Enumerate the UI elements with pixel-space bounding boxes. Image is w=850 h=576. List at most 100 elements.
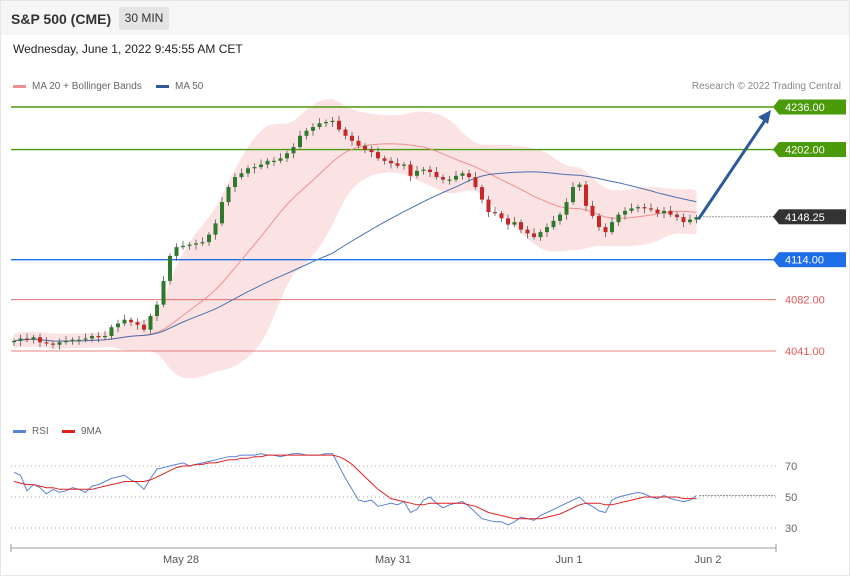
candle-body <box>428 169 432 173</box>
x-tick-label: Jun 1 <box>556 554 583 566</box>
level-label-resistance: 4202.00 <box>785 145 825 157</box>
candle-body <box>460 173 465 176</box>
candle-body <box>532 233 536 238</box>
candle-body <box>135 322 140 325</box>
candle-body <box>337 120 341 130</box>
candle-body <box>168 255 172 281</box>
candle-body <box>473 177 478 188</box>
candle-body <box>499 213 504 219</box>
candle-body <box>564 202 569 215</box>
candle-body <box>239 173 244 178</box>
candle-body <box>629 208 634 211</box>
legend-ma50: MA 50 <box>156 81 203 92</box>
legend-rsi: RSI <box>13 426 49 437</box>
level-tag-resistance <box>779 142 846 158</box>
candle-body <box>207 234 211 243</box>
candle-body <box>330 120 335 123</box>
current-price-label: 4148.25 <box>785 212 825 224</box>
projection-arrow-head <box>758 110 771 124</box>
candle-body <box>246 168 250 174</box>
candle-body <box>519 222 523 230</box>
candle-body <box>311 127 315 131</box>
current-price-tag-pointer <box>773 209 779 225</box>
candle-body <box>636 207 640 209</box>
candle-body <box>603 227 608 233</box>
candle-body <box>493 212 497 214</box>
candle-body <box>512 222 517 225</box>
rsi-tick-label: 30 <box>785 523 797 535</box>
rsi-9ma-line <box>13 454 697 520</box>
legend-label-rsi-ma: 9MA <box>81 426 102 437</box>
candle-body <box>18 338 23 341</box>
candle-body <box>343 129 348 136</box>
candle-body <box>506 218 510 225</box>
candle-body <box>681 217 686 223</box>
candle-body <box>116 323 120 328</box>
candle-body <box>194 243 198 245</box>
candle-body <box>12 340 16 343</box>
level-label-resistance: 4236.00 <box>785 102 825 114</box>
candle-body <box>233 177 237 188</box>
candle-body <box>64 340 68 343</box>
candle-body <box>304 130 309 136</box>
candle-body <box>584 184 588 206</box>
candle-body <box>51 343 55 345</box>
candle-body <box>441 177 445 180</box>
legend-swatch-ma50 <box>156 84 169 88</box>
candle-body <box>376 152 380 159</box>
candle-body <box>662 210 666 214</box>
candle-body <box>415 170 419 176</box>
candle-body <box>525 229 530 234</box>
x-tick-label: May 31 <box>375 554 411 566</box>
legend-swatch-ma20 <box>13 84 26 88</box>
candle-body <box>610 222 614 233</box>
level-tag-pointer <box>773 99 779 115</box>
candle-body <box>272 160 276 163</box>
legend-label-ma50: MA 50 <box>175 81 204 92</box>
candle-body <box>408 164 413 176</box>
candle-body <box>96 335 101 338</box>
candle-body <box>350 135 354 141</box>
candle-body <box>551 220 556 228</box>
candle-body <box>545 227 549 233</box>
candle-body <box>103 335 107 338</box>
candle-body <box>226 187 231 203</box>
current-price-tag <box>779 209 846 225</box>
candle-body <box>454 175 458 180</box>
candle-body <box>161 280 166 305</box>
candle-body <box>291 147 296 154</box>
candle-body <box>486 199 491 213</box>
candle-body <box>278 158 283 161</box>
candle-body <box>285 153 289 159</box>
candle-body <box>174 247 179 256</box>
rsi-line <box>13 453 697 526</box>
candle-body <box>298 135 302 148</box>
instrument-title: S&P 500 (CME) <box>11 11 112 27</box>
candle-body <box>83 338 88 340</box>
candle-body <box>90 335 94 339</box>
level-label-support: 4041.00 <box>785 346 825 358</box>
candle-body <box>265 160 270 165</box>
candle-body <box>402 164 406 166</box>
candle-body <box>317 123 322 128</box>
candle-body <box>44 342 49 344</box>
level-tag-pointer <box>773 252 779 268</box>
timeframe-button[interactable]: 30 MIN <box>119 7 169 30</box>
legend-label-ma20: MA 20 + Bollinger Bands <box>32 81 142 92</box>
ma50-line <box>13 171 697 342</box>
candle-body <box>655 209 660 214</box>
candle-body <box>447 179 452 181</box>
candle-body <box>389 160 393 164</box>
timestamp: Wednesday, June 1, 2022 9:45:55 AM CET <box>13 42 243 56</box>
projection-arrow-shaft <box>697 115 770 220</box>
level-tag-resistance <box>779 99 846 115</box>
candle-body <box>187 244 192 246</box>
candle-body <box>480 187 484 200</box>
candle-body <box>688 219 692 223</box>
x-tick-label: May 28 <box>163 554 199 566</box>
candle-body <box>558 214 562 221</box>
legend-label-rsi: RSI <box>32 426 49 437</box>
level-label-pivot: 4114.00 <box>785 255 824 267</box>
candle-body <box>77 339 81 341</box>
